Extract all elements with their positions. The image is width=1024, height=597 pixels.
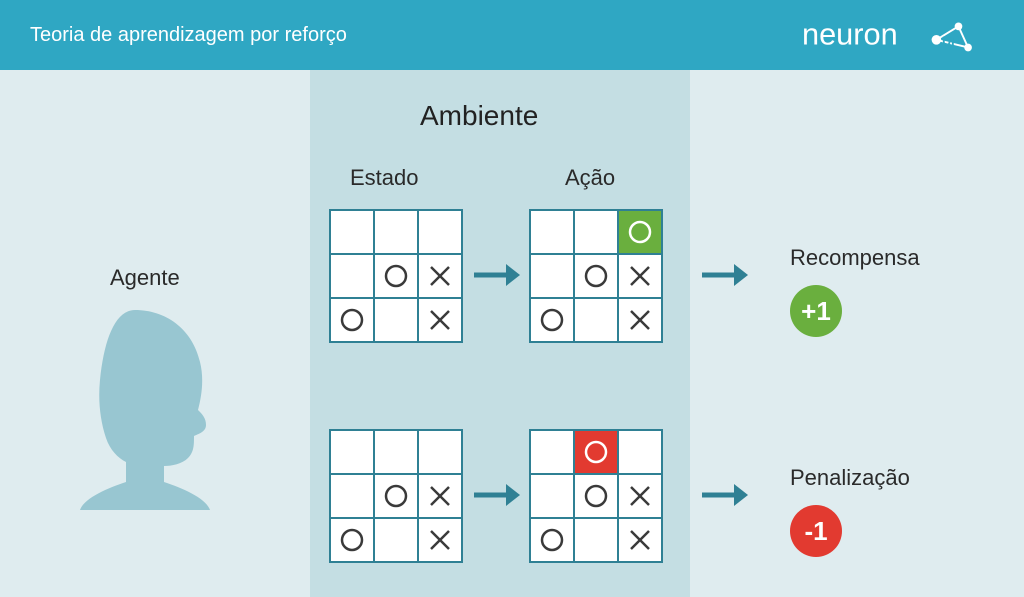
board-cell bbox=[417, 517, 463, 563]
board-estado-top bbox=[330, 210, 462, 342]
agent-silhouette-icon bbox=[80, 310, 250, 510]
board-cell bbox=[373, 473, 419, 519]
board-cell bbox=[573, 253, 619, 299]
label-estado: Estado bbox=[350, 165, 419, 191]
board-cell bbox=[329, 253, 375, 299]
board-cell bbox=[529, 253, 575, 299]
board-estado-bot bbox=[330, 430, 462, 562]
board-cell bbox=[417, 209, 463, 255]
board-cell bbox=[329, 473, 375, 519]
board-cell bbox=[573, 209, 619, 255]
header-bar: Teoria de aprendizagem por reforço neuro… bbox=[0, 0, 1024, 70]
board-cell bbox=[617, 297, 663, 343]
arrow-icon bbox=[700, 480, 748, 510]
board-cell bbox=[417, 297, 463, 343]
board-cell bbox=[573, 517, 619, 563]
board-cell bbox=[329, 209, 375, 255]
board-cell bbox=[373, 297, 419, 343]
board-cell bbox=[373, 253, 419, 299]
label-penalizacao: Penalização bbox=[790, 465, 910, 491]
arrow-icon bbox=[472, 480, 520, 510]
board-cell bbox=[329, 429, 375, 475]
board-cell bbox=[617, 253, 663, 299]
board-cell bbox=[417, 429, 463, 475]
diagram-content: Ambiente Estado Ação Agente Recompensa P… bbox=[0, 70, 1024, 597]
board-cell bbox=[573, 429, 619, 475]
board-cell bbox=[529, 209, 575, 255]
board-cell bbox=[373, 209, 419, 255]
board-cell bbox=[617, 517, 663, 563]
board-acao-top bbox=[530, 210, 662, 342]
reward-badge: +1 bbox=[790, 285, 842, 337]
board-cell bbox=[529, 473, 575, 519]
board-cell bbox=[573, 473, 619, 519]
board-cell bbox=[329, 517, 375, 563]
board-cell bbox=[529, 297, 575, 343]
board-cell bbox=[529, 429, 575, 475]
board-cell bbox=[417, 473, 463, 519]
penalty-badge: -1 bbox=[790, 505, 842, 557]
board-cell bbox=[417, 253, 463, 299]
board-acao-bot bbox=[530, 430, 662, 562]
neuronup-logo: neuron UP bbox=[802, 11, 994, 59]
svg-text:UP: UP bbox=[942, 35, 959, 49]
label-ambiente: Ambiente bbox=[420, 100, 538, 132]
arrow-icon bbox=[472, 260, 520, 290]
label-agente: Agente bbox=[110, 265, 180, 291]
board-cell bbox=[573, 297, 619, 343]
board-cell bbox=[529, 517, 575, 563]
board-cell bbox=[373, 429, 419, 475]
label-acao: Ação bbox=[565, 165, 615, 191]
page-title: Teoria de aprendizagem por reforço bbox=[30, 24, 347, 47]
board-cell bbox=[373, 517, 419, 563]
label-recompensa: Recompensa bbox=[790, 245, 920, 271]
board-cell bbox=[617, 209, 663, 255]
board-cell bbox=[617, 429, 663, 475]
arrow-icon bbox=[700, 260, 748, 290]
svg-text:neuron: neuron bbox=[802, 17, 898, 52]
board-cell bbox=[329, 297, 375, 343]
board-cell bbox=[617, 473, 663, 519]
